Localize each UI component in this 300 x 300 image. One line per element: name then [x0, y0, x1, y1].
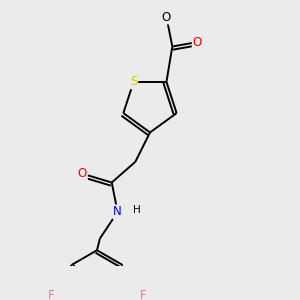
Text: O: O	[193, 36, 202, 49]
Text: F: F	[140, 290, 146, 300]
Text: O: O	[162, 11, 171, 23]
Text: N: N	[113, 206, 122, 218]
Text: O: O	[162, 11, 171, 23]
Text: F: F	[48, 290, 54, 300]
Text: H: H	[133, 206, 141, 215]
Text: S: S	[130, 75, 137, 88]
Text: O: O	[78, 167, 87, 180]
